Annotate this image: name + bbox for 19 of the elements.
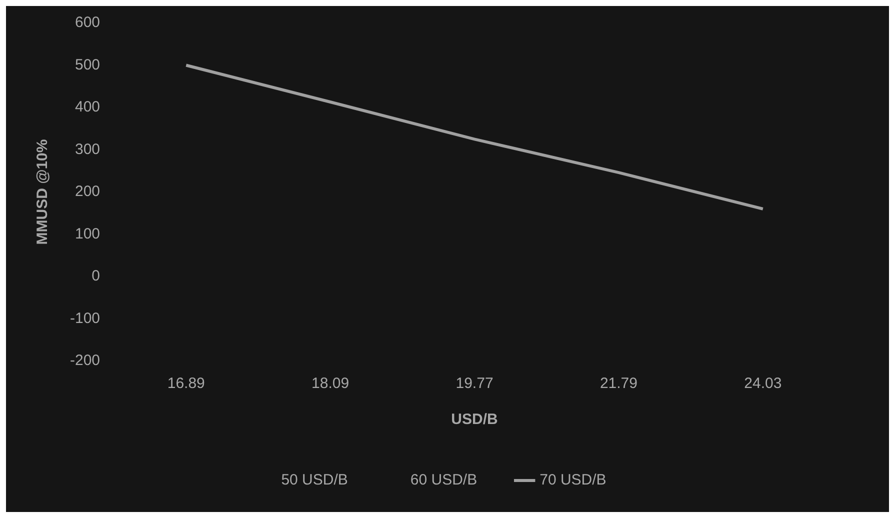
y-tick-label: -200	[70, 352, 100, 370]
y-tick-label: 600	[74, 14, 100, 32]
y-tick-label: 300	[74, 140, 100, 158]
y-tick-label: -100	[70, 310, 100, 327]
x-tick-label: 19.77	[456, 375, 494, 392]
y-tick-label: 500	[74, 56, 100, 74]
legend-label: 70 USD/B	[540, 472, 606, 489]
x-tick-label: 16.89	[167, 375, 205, 392]
x-axis-title: USD/B	[451, 411, 498, 428]
x-tick-label: 18.09	[312, 375, 350, 392]
y-tick-label: 400	[74, 98, 100, 116]
x-tick-label: 21.79	[600, 375, 638, 392]
x-tick-label: 24.03	[744, 375, 782, 392]
y-axis-title: MMUSD @10%	[34, 139, 52, 245]
y-tick-label: 0	[92, 268, 100, 285]
y-tick-label: 100	[74, 225, 100, 242]
text: 60 USD/B	[410, 472, 478, 489]
text: 50 USD/B	[281, 472, 348, 489]
y-tick-label: 200	[74, 183, 100, 200]
